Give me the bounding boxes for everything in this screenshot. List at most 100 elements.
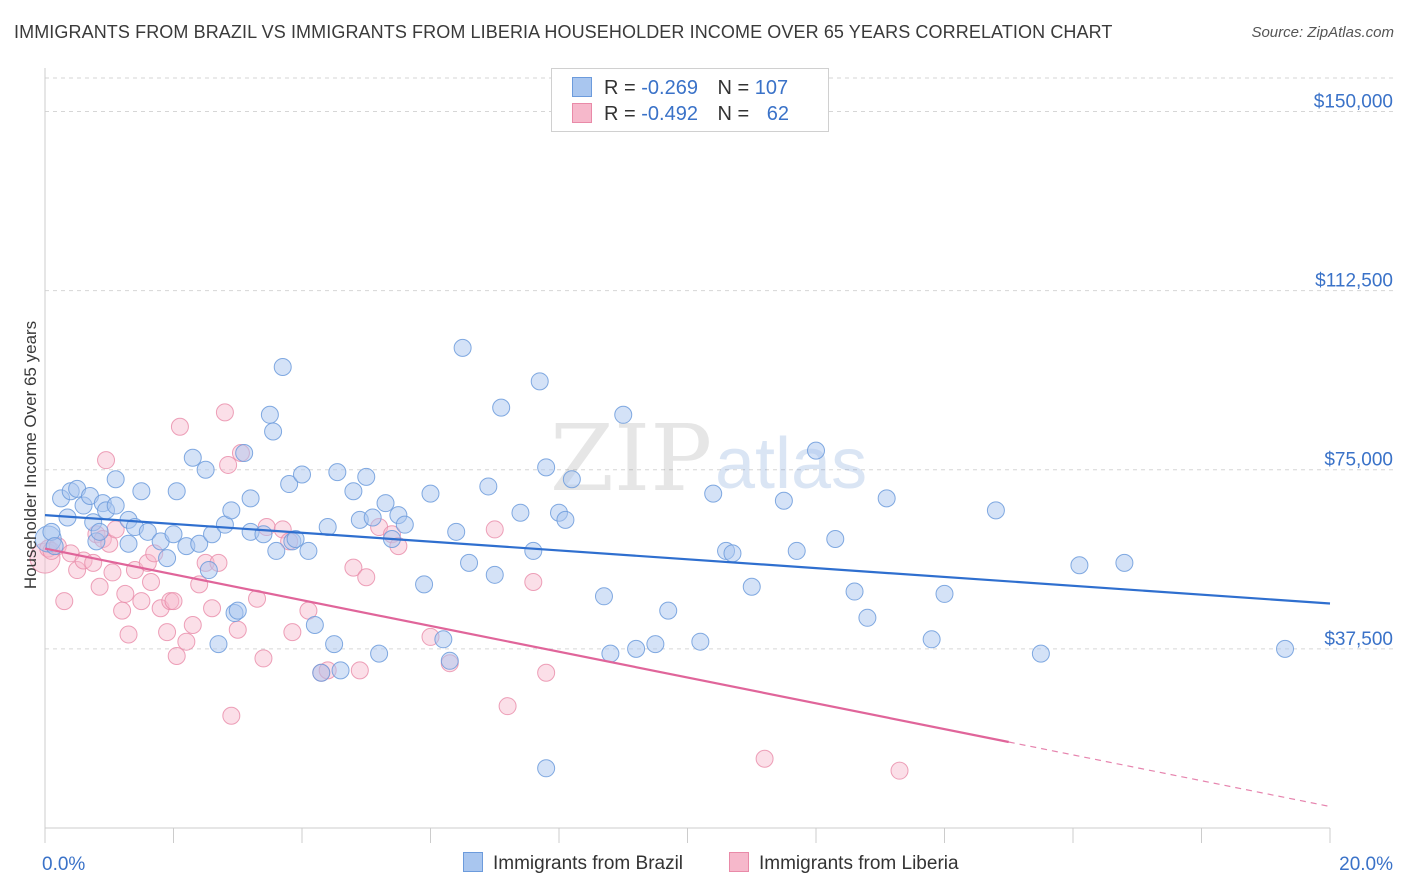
liberia-trend-extension <box>1008 741 1331 808</box>
brazil-point <box>331 661 350 680</box>
bottom-brazil-label: Immigrants from Brazil <box>493 853 684 874</box>
brazil-point <box>1031 644 1050 663</box>
brazil-n-label: N = <box>717 77 750 99</box>
tick-labels: $37,500 $75,000 $112,500 $150,000 0.0% 20.0% <box>42 91 1393 875</box>
x-tick-label-min: 0.0% <box>42 854 85 875</box>
brazil-point <box>305 615 324 634</box>
liberia-point <box>537 663 556 682</box>
bottom-liberia-label: Immigrants from Liberia <box>759 853 959 874</box>
brazil-point <box>299 541 318 560</box>
brazil-point <box>167 482 186 501</box>
brazil-point <box>376 494 395 513</box>
liberia-point <box>222 706 241 725</box>
brazil-point <box>704 484 723 503</box>
axes <box>44 68 1331 843</box>
brazil-point <box>479 477 498 496</box>
brazil-point <box>440 651 459 670</box>
brazil-point <box>363 508 382 527</box>
brazil-point <box>344 482 363 501</box>
brazil-point <box>280 475 299 494</box>
brazil-point <box>370 644 389 663</box>
brazil-point <box>196 460 215 479</box>
brazil-point <box>877 489 896 508</box>
brazil-point <box>922 630 941 649</box>
brazil-point <box>774 491 793 510</box>
brazil-point <box>421 484 440 503</box>
brazil-point <box>986 501 1005 520</box>
source-label: Source: ZipAtlas.com <box>1251 24 1394 41</box>
brazil-swatch <box>572 77 592 97</box>
liberia-point <box>119 625 138 644</box>
legend-row-liberia: R = -0.492 N = 62 <box>572 103 789 129</box>
liberia-point <box>55 592 74 611</box>
brazil-point <box>742 577 761 596</box>
brazil-point <box>691 632 710 651</box>
brazil-point <box>106 470 125 489</box>
brazil-trend-line <box>44 514 1331 605</box>
brazil-point <box>594 587 613 606</box>
brazil-point <box>164 525 183 544</box>
liberia-swatch <box>572 103 592 123</box>
watermark: ZIP atlas <box>550 405 867 512</box>
brazil-r-label: R = <box>604 77 636 99</box>
brazil-point <box>273 358 292 377</box>
brazil-point <box>119 534 138 553</box>
brazil-point <box>537 759 556 778</box>
brazil-point <box>199 561 218 580</box>
y-tick-label: $112,500 <box>1315 271 1393 292</box>
brazil-point <box>659 601 678 620</box>
brazil-point <box>138 522 157 541</box>
brazil-point <box>787 541 806 560</box>
liberia-point <box>485 520 504 539</box>
brazil-point <box>209 635 228 654</box>
brazil-point <box>537 458 556 477</box>
brazil-point <box>434 630 453 649</box>
brazil-point <box>132 482 151 501</box>
brazil-point <box>395 515 414 534</box>
brazil-r-value: -0.269 <box>641 77 698 99</box>
liberia-point <box>116 584 135 603</box>
brazil-point <box>328 463 347 482</box>
liberia-point <box>283 623 302 642</box>
liberia-r-label: R = <box>604 103 636 125</box>
liberia-point <box>344 558 363 577</box>
brazil-point <box>601 644 620 663</box>
brazil-point <box>235 444 254 462</box>
liberia-point <box>357 568 376 587</box>
watermark-zip: ZIP <box>550 405 712 512</box>
bottom-legend-brazil: Immigrants from Brazil <box>463 852 683 876</box>
y-tick-label: $150,000 <box>1314 91 1393 112</box>
brazil-point <box>826 529 845 548</box>
brazil-point <box>511 503 530 522</box>
brazil-point <box>190 534 209 553</box>
y-axis-label: Householder Income Over 65 years <box>21 321 40 589</box>
liberia-point <box>164 592 183 611</box>
trend-lines <box>44 514 1331 808</box>
brazil-point <box>90 522 109 541</box>
liberia-point <box>177 632 196 651</box>
brazil-point <box>723 544 742 563</box>
brazil-point <box>222 501 241 520</box>
brazil-point <box>264 422 283 441</box>
liberia-point <box>103 563 122 582</box>
brazil-point <box>627 639 646 658</box>
brazil-point <box>158 549 177 568</box>
brazil-point <box>1070 556 1089 575</box>
liberia-n-label: N = <box>717 103 750 125</box>
brazil-point <box>447 522 466 541</box>
liberia-point <box>219 455 238 474</box>
brazil-point <box>183 448 202 467</box>
liberia-point <box>228 620 247 639</box>
liberia-r-value: -0.492 <box>641 103 698 125</box>
liberia-point <box>90 577 109 596</box>
brazil-point <box>293 465 311 484</box>
brazil-point <box>241 489 260 508</box>
brazil-point <box>357 467 376 486</box>
liberia-point <box>138 553 157 572</box>
bottom-liberia-swatch <box>729 852 749 872</box>
gridlines <box>45 77 1395 650</box>
correlation-legend: R = -0.269 N = 107 R = -0.492 N = 62 <box>551 68 829 132</box>
brazil-point <box>312 663 331 682</box>
brazil-point <box>556 510 575 529</box>
liberia-point <box>167 647 186 666</box>
